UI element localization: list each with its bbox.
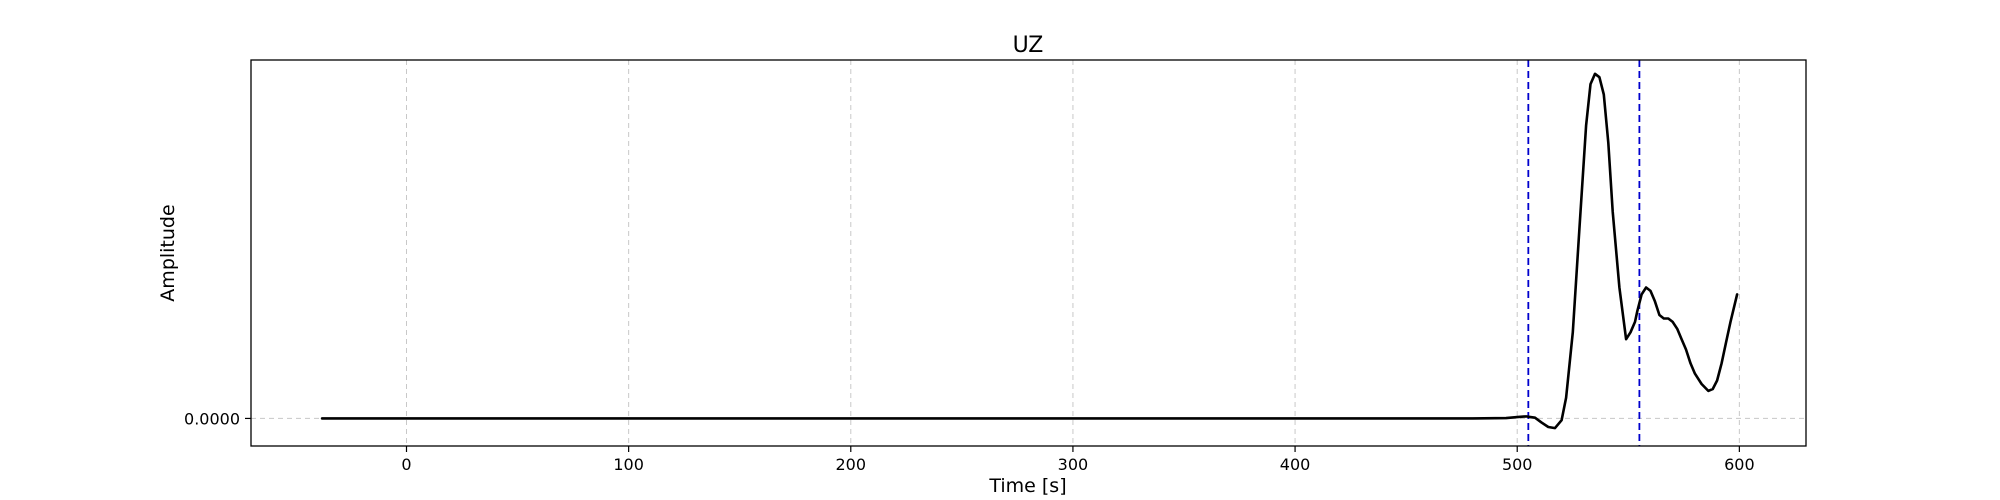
x-tick-label: 0: [401, 455, 411, 474]
x-axis-label: Time [s]: [988, 475, 1066, 497]
y-axis-label: Amplitude: [157, 204, 179, 301]
x-tick-label: 600: [1724, 455, 1755, 474]
x-tick-label: 300: [1058, 455, 1089, 474]
series-line: [320, 72, 1739, 430]
x-tick-label: 200: [836, 455, 867, 474]
y-tick-label: 0.0000: [184, 409, 240, 428]
marker-layer: [1527, 60, 1641, 446]
chart-title: UZ: [1013, 33, 1044, 58]
plot-area-frame: [250, 59, 1807, 447]
x-tick-label: 500: [1502, 455, 1533, 474]
tick-layer: 0 100 200 300 400 500 600 0.0000: [184, 409, 1755, 474]
grid-layer: [251, 60, 1806, 446]
x-tick-label: 100: [613, 455, 644, 474]
series-layer: [320, 72, 1739, 430]
x-tick-label: 400: [1280, 455, 1311, 474]
